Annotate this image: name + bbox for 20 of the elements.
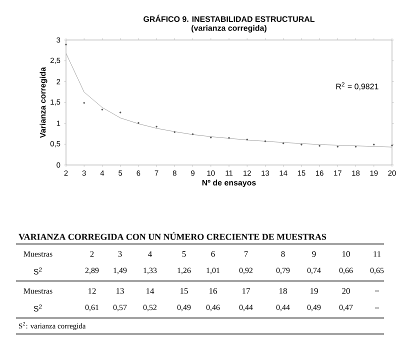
text: 15 (180, 288, 188, 294)
text: 12 (88, 288, 96, 294)
text: 10 (342, 251, 350, 257)
text: 14 (146, 288, 154, 294)
text: 7 (244, 251, 248, 257)
text: 6 (211, 251, 215, 257)
text: 11 (374, 251, 381, 257)
text: 13 (116, 288, 124, 294)
text: 8 (281, 251, 285, 257)
text: 4 (148, 251, 152, 257)
text: 2 (90, 251, 94, 257)
text: 20 (342, 288, 350, 294)
text: 19 (310, 288, 318, 294)
text: 5 (182, 251, 186, 257)
text: 16 (210, 288, 217, 294)
text: 3 (118, 251, 122, 257)
text: 18 (280, 288, 287, 294)
text: 9 (312, 251, 316, 257)
text: VARIANZA CORREGIDA CON UN NÚMERO CRECIENTE DE MUESTRAS (18, 232, 326, 240)
text: 17 (242, 288, 250, 294)
